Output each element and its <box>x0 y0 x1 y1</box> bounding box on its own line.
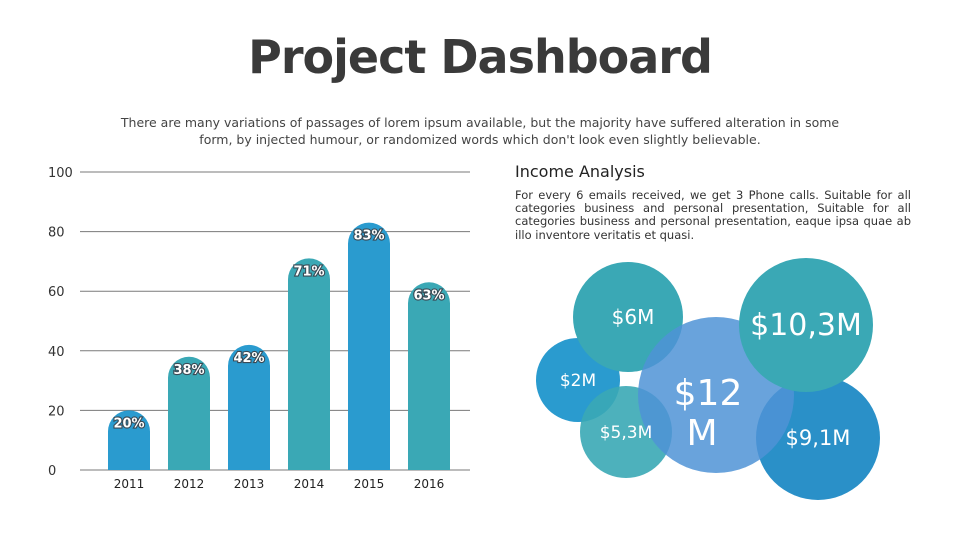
bar-2016 <box>408 282 450 470</box>
income-bar-chart: 0 20 40 60 80 100 20% 2011 38% 2012 42% 2013 71% 2014… <box>48 166 470 491</box>
x-tick-label: 2013 <box>234 477 265 491</box>
bubble-label: $10,3M <box>750 308 862 343</box>
bar-2013 <box>228 344 270 470</box>
income-analysis-text: For every 6 emails received, we get 3 Ph… <box>515 188 911 242</box>
bar-data-label: 63% <box>413 288 444 303</box>
page-subtitle: There are many variations of passages of… <box>120 115 840 147</box>
x-tick-label: 2014 <box>294 477 325 491</box>
bubble-label: $5,3M <box>600 423 653 443</box>
bar-2012 <box>168 356 210 470</box>
y-tick-label: 40 <box>48 345 65 360</box>
x-tick-label: 2015 <box>354 477 385 491</box>
bubble-1 <box>573 262 683 372</box>
y-tick-label: 60 <box>48 285 65 300</box>
bar-2014 <box>288 258 330 470</box>
bubble-6 <box>739 258 873 392</box>
x-tick-label: 2012 <box>174 477 205 491</box>
x-tick-label: 2011 <box>114 477 145 491</box>
bar-data-label: 38% <box>173 363 204 378</box>
bar-data-label: 20% <box>113 416 144 431</box>
bar-2011 <box>108 410 150 470</box>
y-tick-label: 100 <box>48 166 73 181</box>
y-tick-label: 80 <box>48 226 65 241</box>
y-tick-label: 0 <box>48 464 56 479</box>
bar-data-label: 83% <box>353 229 384 244</box>
bar-2015 <box>348 222 390 470</box>
income-analysis-heading: Income Analysis <box>515 162 645 181</box>
bar-data-label: 71% <box>293 264 324 279</box>
bubble-label: $9,1M <box>786 426 851 450</box>
y-tick-label: 20 <box>48 404 65 419</box>
bar-data-label: 42% <box>233 351 264 366</box>
x-tick-label: 2016 <box>414 477 445 491</box>
bubble-label: $12 M <box>674 373 743 454</box>
income-bubble-chart: $2M $6M $5,3M $9,1M $12 M$10,3M <box>536 258 880 500</box>
bubble-label: $6M <box>612 305 655 329</box>
bubble-label: $2M <box>560 371 596 391</box>
page-title: Project Dashboard <box>248 30 713 84</box>
